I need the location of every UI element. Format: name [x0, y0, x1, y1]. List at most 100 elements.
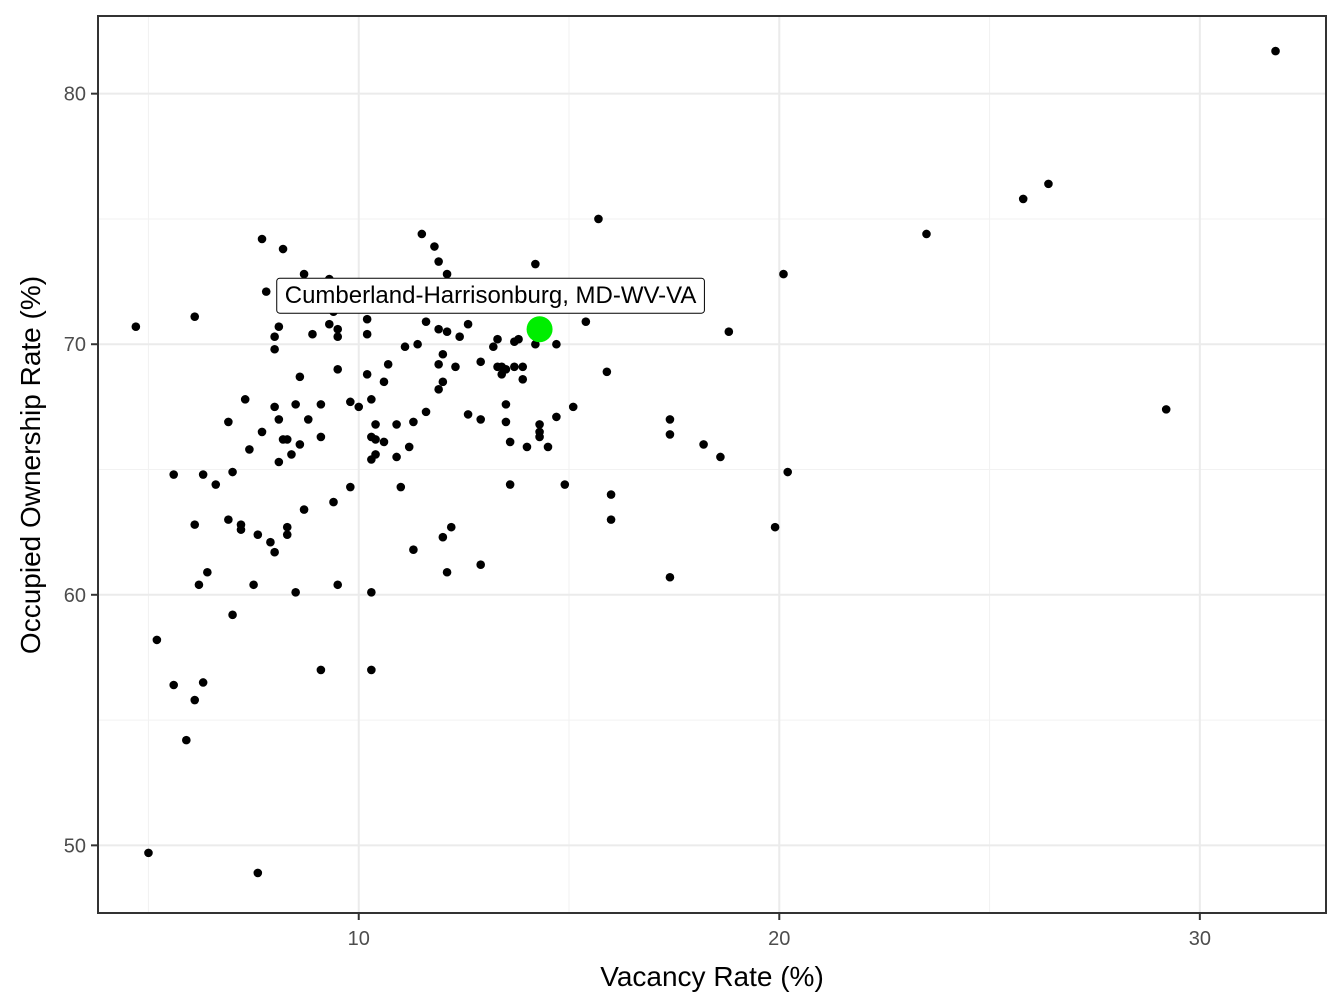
data-point — [560, 480, 570, 489]
data-point — [1044, 179, 1053, 189]
data-point — [1161, 405, 1171, 414]
data-point — [438, 532, 448, 542]
x-tick-label: 30 — [1189, 928, 1211, 950]
data-point — [152, 635, 162, 645]
data-point — [413, 339, 422, 349]
data-point — [463, 319, 473, 329]
data-point — [568, 402, 578, 412]
data-point — [922, 229, 931, 239]
data-point — [346, 482, 355, 492]
data-point — [665, 572, 675, 582]
data-point — [421, 407, 431, 417]
data-point — [316, 665, 326, 675]
data-point — [362, 329, 372, 339]
data-point — [291, 400, 300, 409]
data-point — [430, 242, 439, 251]
x-tick-label: 10 — [348, 928, 370, 950]
data-point — [274, 322, 284, 331]
data-point — [282, 530, 292, 539]
data-point — [699, 440, 708, 449]
data-point — [198, 678, 208, 687]
data-point — [257, 234, 267, 244]
data-point — [274, 457, 284, 467]
data-point — [531, 339, 540, 349]
data-point — [257, 427, 267, 437]
plot-background — [98, 16, 1326, 913]
data-point — [581, 317, 591, 326]
x-axis-title: Vacancy Rate (%) — [600, 961, 824, 992]
data-point — [535, 420, 544, 429]
data-point — [371, 435, 380, 444]
minor-gridlines — [98, 16, 1326, 913]
data-point — [434, 324, 443, 334]
data-point — [316, 400, 326, 409]
highlight-label: Cumberland-Harrisonburg, MD-WV-VA — [285, 282, 697, 309]
data-point — [190, 520, 200, 529]
data-point — [438, 377, 448, 387]
data-point — [270, 547, 279, 557]
data-point — [442, 567, 452, 577]
data-point — [270, 344, 279, 354]
data-point — [316, 432, 326, 442]
data-point — [169, 680, 178, 690]
data-point — [434, 257, 443, 266]
data-point — [404, 442, 414, 452]
data-point — [602, 367, 612, 377]
data-point — [362, 314, 372, 324]
data-point — [724, 327, 734, 337]
data-point — [442, 327, 452, 337]
data-point — [190, 312, 200, 321]
data-point — [1018, 194, 1028, 204]
data-point — [409, 545, 418, 554]
data-point — [299, 505, 309, 514]
data-points — [131, 46, 1280, 878]
data-point — [476, 415, 485, 424]
data-point — [518, 375, 528, 384]
data-point — [438, 349, 448, 359]
y-tick-label: 50 — [64, 835, 86, 857]
data-point — [240, 395, 250, 404]
data-point — [446, 522, 456, 532]
data-point — [198, 470, 208, 479]
data-point — [295, 372, 305, 382]
data-point — [392, 420, 401, 429]
data-point — [1271, 46, 1280, 56]
data-point — [228, 610, 237, 620]
x-tick-label: 20 — [768, 928, 790, 950]
data-point — [371, 450, 380, 459]
data-point — [367, 665, 376, 675]
data-point — [770, 522, 780, 532]
data-point — [552, 339, 561, 349]
data-point — [354, 402, 364, 412]
data-point — [333, 364, 343, 374]
data-point — [552, 412, 561, 422]
data-point — [417, 229, 427, 239]
data-point — [249, 580, 258, 590]
data-point — [308, 329, 317, 339]
data-point — [434, 385, 443, 394]
data-point — [379, 377, 389, 387]
data-point — [261, 287, 271, 296]
data-point — [253, 868, 263, 878]
data-point — [783, 467, 792, 477]
data-point — [779, 269, 788, 279]
data-point — [333, 332, 343, 342]
data-point — [455, 332, 464, 342]
highlight-label-box — [276, 277, 705, 314]
data-point — [489, 342, 498, 352]
data-point — [270, 402, 279, 412]
x-axis-ticks: 10 20 30 — [348, 913, 1211, 950]
data-point — [501, 400, 511, 409]
data-point — [190, 695, 200, 705]
data-point — [501, 417, 511, 427]
data-point — [194, 580, 204, 590]
data-point — [514, 334, 523, 344]
data-point — [224, 417, 233, 427]
y-axis-ticks: 50 60 70 80 — [64, 84, 98, 857]
y-tick-label: 70 — [64, 334, 86, 356]
data-point — [505, 437, 515, 447]
data-point — [421, 317, 431, 326]
data-point — [203, 567, 212, 577]
data-point — [510, 362, 519, 372]
data-point — [266, 537, 275, 547]
